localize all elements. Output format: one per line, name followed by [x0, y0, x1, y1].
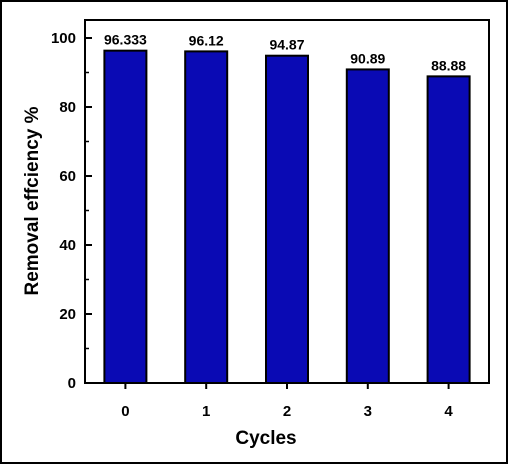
bar-cycle-0: [103, 49, 148, 384]
y-tick-label: 0: [68, 375, 76, 392]
x-tick-label: 4: [444, 403, 453, 420]
bar-cycle-4: [426, 75, 471, 384]
x-tick-label: 1: [202, 403, 210, 420]
x-tick-label: 0: [121, 403, 129, 420]
data-label: 96.12: [189, 32, 224, 48]
y-tick-label: 80: [59, 99, 76, 116]
y-tick-label: 60: [59, 168, 76, 185]
y-axis-title: Removal effciency %: [22, 106, 43, 295]
y-tick-label: 40: [59, 237, 76, 254]
bar-cycle-2: [265, 54, 309, 385]
axis-ticks: [85, 37, 450, 389]
data-label: 90.89: [350, 50, 385, 66]
y-tick-label: 100: [51, 30, 76, 47]
bar-cycle-3: [345, 68, 390, 384]
x-tick-label: 2: [283, 403, 291, 420]
data-label: 88.88: [431, 57, 466, 73]
data-label: 96.333: [104, 32, 147, 48]
bars: [103, 49, 471, 385]
x-axis-title: Cycles: [235, 428, 296, 449]
y-tick-label: 20: [59, 306, 76, 323]
tick-labels: 0 20 40 60 80 100 96.333 0 96.12 1 94.87 2 90.89 3 88.…: [51, 30, 466, 420]
bar-cycle-1: [184, 50, 229, 385]
x-tick-label: 3: [364, 403, 372, 420]
data-label: 94.87: [269, 37, 304, 53]
